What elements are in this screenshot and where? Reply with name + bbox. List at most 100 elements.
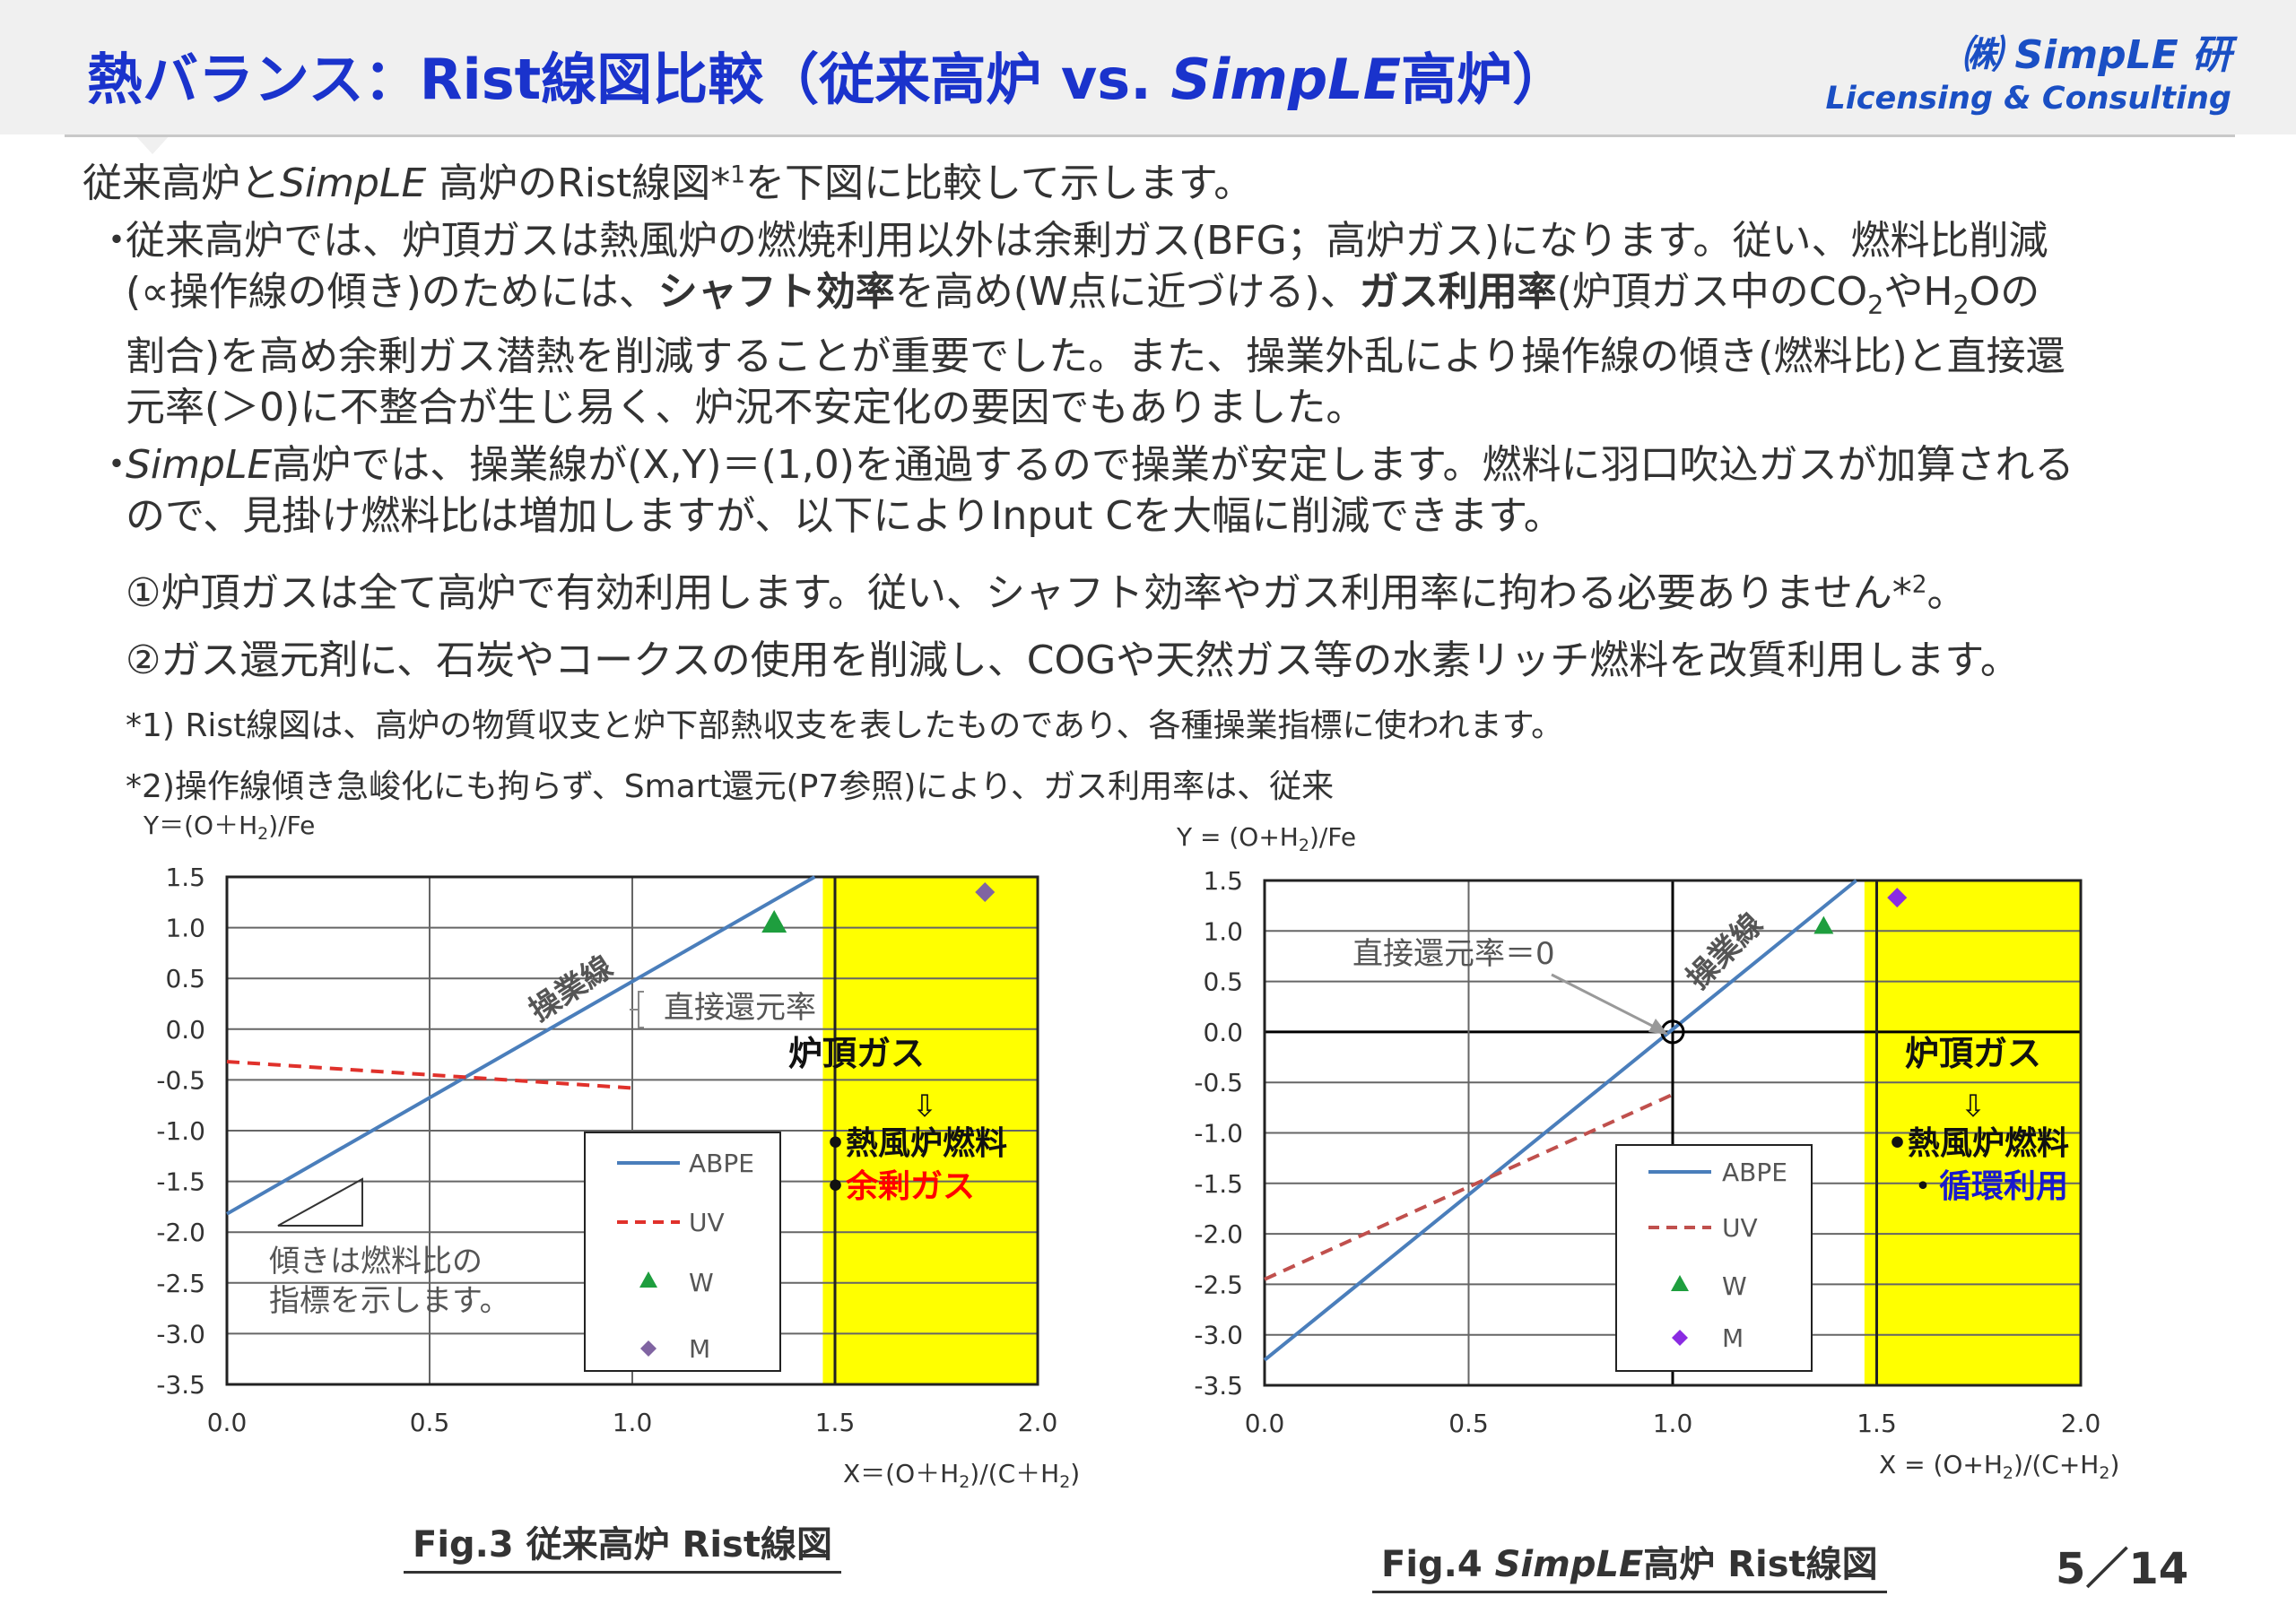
y-tick-label: -3.0 xyxy=(156,1319,205,1349)
point-m xyxy=(975,881,996,902)
intro-text: 従来高炉とSimpLE 高炉のRist線図*1を下図に比較して示します。 xyxy=(83,160,1254,206)
fig4-legend-w-swatch xyxy=(1671,1275,1689,1291)
para2-line1: SimpLE高炉では、操業線が(X,Y)＝(1,0)を通過するので操業が安定しま… xyxy=(126,442,2074,488)
y-tick-label: -2.5 xyxy=(1194,1270,1243,1299)
fig3-direct-reduction-label: 直接還元率 xyxy=(664,990,816,1026)
paragraph-conventional: ・ 従来高炉では、炉頂ガスは熱風炉の燃焼利用以外は余剰ガス(BFG；高炉ガス)に… xyxy=(97,215,2233,433)
page-title: 熱バランス：Rist線図比較（従来高炉 vs. SimpLE高炉） xyxy=(87,47,1569,112)
fig4-legend-m: M xyxy=(1722,1323,1744,1353)
fig4-caption: Fig.4 SimpLE高炉 Rist線図 xyxy=(1372,1535,1887,1593)
fig3-grid: 1.5 1.0 0.5 0.0 -0.5 -1.0 -1.5 -2.0 -2.5 -3.0 -3.5… xyxy=(156,863,1057,1437)
x-tick-label: 2.0 xyxy=(1018,1408,1058,1437)
fig4-plot xyxy=(1263,879,1908,1362)
y-tick-label: 1.5 xyxy=(1203,866,1243,896)
x-tick-label: 1.0 xyxy=(1653,1409,1693,1438)
fig3-legend-abpe: ABPE xyxy=(689,1149,754,1178)
y-tick-label: -3.5 xyxy=(156,1370,205,1400)
fig4-legend xyxy=(1615,1144,1813,1372)
para1-line2: (∝操作線の傾き)のためには、シャフト効率を高め(W点に近づける)、ガス利用率(… xyxy=(126,269,2040,320)
fig3-bracket xyxy=(630,991,644,1028)
bullet: ・ xyxy=(97,442,136,488)
item-2: ②ガス還元剤に、石炭やコークスの使用を削減し、COGや天然ガス等の水素リッチ燃料… xyxy=(126,638,2020,683)
footnote-2: *2)操作線傾き急峻化にも拘らず、Smart還元(P7参照)により、ガス利用率は… xyxy=(126,768,1335,805)
fig3-legend-m-swatch xyxy=(640,1340,657,1357)
fig4-legend-abpe: ABPE xyxy=(1722,1158,1787,1187)
y-tick-label: 0.5 xyxy=(165,964,205,993)
fig3-zone-arrow: ⇩ xyxy=(912,1089,938,1124)
fig4-grid: 1.5 1.0 0.5 0.0 -0.5 -1.0 -1.5 -2.0 -2.5 -3.0 -3.5… xyxy=(1194,866,2100,1438)
fig4-zone-item1: •熱風炉燃料 xyxy=(1887,1125,2069,1162)
x-tick-label: 1.5 xyxy=(815,1408,856,1437)
x-tick-label: 2.0 xyxy=(2061,1409,2101,1438)
fig4-chart: Y = (O+H2)/Fe 1.5 1.0 0.5 0.0 -0.5 -1.0 -1.5 -2… xyxy=(1176,822,2119,1483)
fig4-ylabel: Y = (O+H2)/Fe xyxy=(1176,822,1356,855)
fig3-xlabel: X＝(O＋H2)/(C＋H2) xyxy=(843,1459,1080,1492)
y-tick-label: -1.0 xyxy=(1194,1119,1243,1149)
series-uv-line xyxy=(1264,1092,1674,1281)
fig4-annotation-arrowhead xyxy=(1648,1019,1668,1035)
x-tick-label: 0.0 xyxy=(1245,1409,1285,1438)
fig4-annotation-arrow xyxy=(1551,973,1658,1030)
y-tick-label: -1.0 xyxy=(156,1116,205,1146)
fig4-xlabel: X = (O+H2)/(C+H2) xyxy=(1879,1450,2119,1483)
x-tick-label: 1.5 xyxy=(1857,1409,1897,1438)
fig3-zone-item1: •熱風炉燃料 xyxy=(825,1125,1007,1162)
y-tick-label: 0.5 xyxy=(1203,967,1243,997)
fig3-slope-text1: 傾きは燃料比の xyxy=(269,1244,483,1279)
fig4-zone-item2: ・循環利用 xyxy=(1907,1168,2068,1205)
y-tick-label: 1.5 xyxy=(165,863,205,892)
series-uv-line xyxy=(226,1060,633,1090)
y-tick-label: 1.0 xyxy=(1203,916,1243,946)
fig4-zone-title: 炉頂ガス xyxy=(1905,1034,2041,1073)
fig3-legend-w-swatch xyxy=(639,1271,657,1288)
x-tick-label: 0.5 xyxy=(1448,1409,1489,1438)
fig4-legend-uv: UV xyxy=(1722,1213,1758,1243)
y-tick-label: -3.0 xyxy=(1194,1321,1243,1350)
paragraph-simple: ・ SimpLE高炉では、操業線が(X,Y)＝(1,0)を通過するので操業が安定… xyxy=(97,439,2233,542)
logo-name: ㈱ SimpLE 研 xyxy=(1961,32,2231,78)
fig3-legend-uv: UV xyxy=(689,1208,725,1237)
fig3-zone-item2: •余剰ガス xyxy=(825,1167,975,1205)
x-tick-label: 0.5 xyxy=(410,1408,450,1437)
company-logo: ㈱ SimpLE 研 Licensing & Consulting xyxy=(1826,32,2232,118)
plot-border xyxy=(1263,879,2083,1387)
fig3-zone-title: 炉頂ガス xyxy=(788,1034,925,1073)
item-1: ①炉頂ガスは全て高炉で有効利用します。従い、シャフト効率やガス利用率に拘わる必要… xyxy=(126,570,1967,616)
plot-border xyxy=(225,875,1039,1386)
fig4-legend-m-swatch xyxy=(1672,1330,1688,1346)
fig4-direct-reduction-zero-label: 直接還元率＝0 xyxy=(1352,936,1555,972)
x-tick-label: 1.0 xyxy=(613,1408,653,1437)
bullet: ・ xyxy=(97,218,136,264)
para1-line3: 割合)を高め余剰ガス潜熱を削減することが重要でした。また、操業外乱により操作線の… xyxy=(126,333,2066,379)
fig3-ylabel: Y＝(O＋H2)/Fe xyxy=(143,811,315,844)
header-rule xyxy=(65,134,2235,137)
y-tick-label: 1.0 xyxy=(165,914,205,943)
fig3-plot xyxy=(226,875,996,1216)
y-tick-label: -1.5 xyxy=(156,1167,205,1197)
logo-tagline: Licensing & Consulting xyxy=(1825,81,2232,117)
y-tick-label: -0.5 xyxy=(156,1065,205,1095)
series-abpe-line xyxy=(1263,879,1858,1362)
header-band xyxy=(0,0,2296,134)
y-tick-label: -1.5 xyxy=(1194,1169,1243,1199)
y-tick-label: -3.5 xyxy=(1194,1371,1243,1401)
fig4-zone-arrow: ⇩ xyxy=(1961,1089,1987,1124)
point-m xyxy=(1887,888,1908,908)
fig3-legend-w: W xyxy=(689,1268,714,1297)
header-notch xyxy=(135,134,170,154)
fig3-slope-text2: 指標を示します。 xyxy=(269,1283,510,1319)
fig3-legend-m: M xyxy=(689,1334,710,1364)
footnote-1: *1) Rist線図は、高炉の物質収支と炉下部熱収支を表したものであり、各種操業… xyxy=(126,707,1564,744)
y-tick-label: 0.0 xyxy=(1203,1018,1243,1047)
y-tick-label: -2.5 xyxy=(156,1269,205,1298)
fig3-slope-triangle xyxy=(277,1177,363,1227)
fig4-operating-line-label: 操業線 xyxy=(1680,906,1770,996)
y-tick-label: 0.0 xyxy=(165,1015,205,1045)
point-w xyxy=(1813,915,1834,934)
fig4-legend-w: W xyxy=(1722,1271,1747,1301)
para2-line2: ので、見掛け燃料比は増加しますが、以下によりInput Cを大幅に削減できます。 xyxy=(126,493,1563,539)
series-abpe-line xyxy=(226,875,816,1216)
page-number: 5／14 xyxy=(2056,1544,2189,1594)
y-tick-label: -2.0 xyxy=(1194,1219,1243,1249)
fig3-legend xyxy=(584,1132,781,1372)
